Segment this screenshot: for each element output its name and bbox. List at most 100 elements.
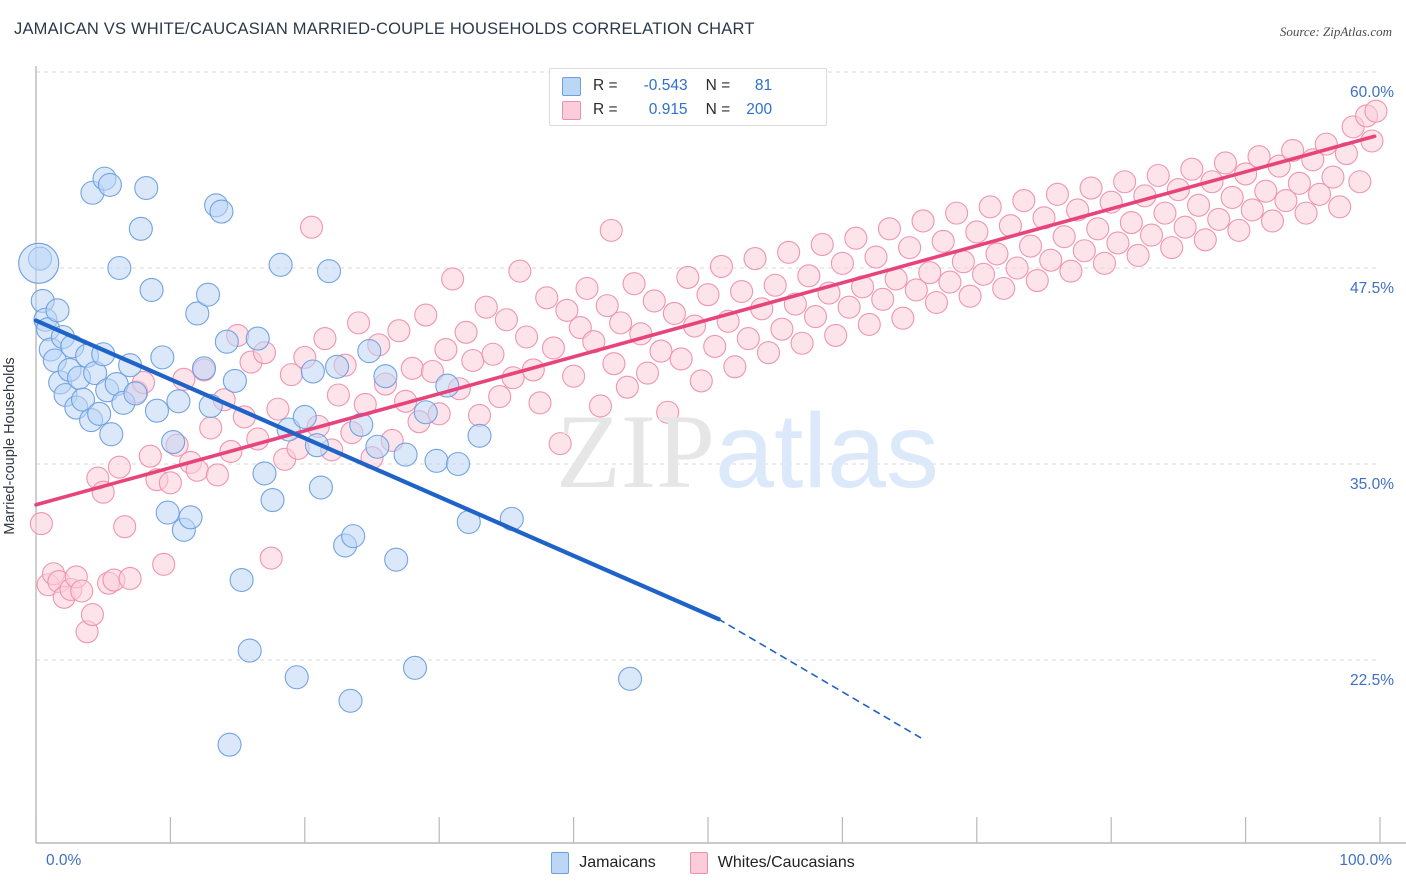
- data-point: [341, 524, 366, 549]
- data-point: [1092, 251, 1117, 275]
- data-point: [259, 546, 283, 570]
- data-point: [1072, 239, 1096, 263]
- data-point: [229, 567, 254, 593]
- page-title: JAMAICAN VS WHITE/CAUCASIAN MARRIED-COUP…: [14, 20, 755, 38]
- data-point: [548, 432, 572, 456]
- series-label-whites: Whites/Caucasians: [717, 854, 855, 871]
- series-label-jamaicans: Jamaicans: [579, 854, 656, 871]
- data-point: [1187, 193, 1211, 217]
- trendline-jamaicans-extrapolated: [717, 618, 923, 740]
- data-point: [245, 326, 270, 351]
- data-point: [588, 394, 613, 418]
- data-point: [349, 412, 374, 437]
- data-point: [649, 339, 673, 363]
- data-point: [891, 306, 915, 330]
- data-point: [978, 195, 1002, 219]
- data-point: [161, 429, 186, 455]
- data-point: [144, 398, 170, 423]
- data-point: [871, 287, 895, 311]
- data-point: [138, 444, 162, 468]
- data-point: [373, 364, 398, 389]
- data-point: [656, 400, 680, 424]
- data-point: [1364, 99, 1388, 123]
- data-point: [158, 471, 182, 495]
- data-point: [128, 216, 153, 241]
- data-point: [1227, 218, 1251, 242]
- data-point: [217, 732, 242, 757]
- data-point: [29, 512, 53, 536]
- data-point: [1260, 209, 1285, 233]
- data-point: [384, 547, 409, 572]
- data-point: [338, 688, 363, 713]
- data-point: [1153, 201, 1177, 225]
- data-point: [669, 347, 693, 371]
- data-point: [837, 295, 861, 319]
- data-point: [123, 381, 148, 406]
- data-point: [777, 240, 801, 264]
- series-points-whites-caucasians: [29, 99, 1388, 644]
- data-point: [99, 422, 124, 447]
- data-point: [575, 276, 599, 300]
- data-point: [107, 255, 132, 281]
- data-point: [1254, 179, 1278, 203]
- series-legend-item-jamaicans[interactable]: Jamaicans: [551, 852, 656, 874]
- data-point: [1126, 243, 1150, 268]
- data-point: [568, 316, 592, 340]
- data-point: [743, 247, 767, 271]
- data-point: [562, 364, 586, 388]
- data-point: [222, 368, 247, 393]
- data-point: [515, 325, 539, 349]
- data-point: [555, 298, 579, 322]
- data-point: [467, 403, 492, 427]
- data-point: [676, 265, 700, 289]
- data-point: [1045, 182, 1069, 206]
- data-point: [237, 638, 262, 663]
- data-point: [1039, 248, 1063, 272]
- data-point: [617, 666, 643, 691]
- data-point: [958, 284, 982, 308]
- n-value-pink: 200: [746, 101, 773, 118]
- data-point: [325, 354, 350, 379]
- legend-swatch-blue-icon: [562, 76, 581, 96]
- data-point: [1160, 236, 1184, 260]
- data-point: [1119, 210, 1143, 235]
- data-point: [790, 331, 814, 355]
- data-point: [260, 488, 285, 513]
- series-swatch-blue-icon: [551, 852, 570, 874]
- r-label-blue: R =: [593, 77, 618, 94]
- r-value-pink: 0.915: [648, 101, 688, 118]
- data-point: [945, 201, 969, 225]
- stat-row-whites: R = 0.915 N = 200: [562, 98, 816, 122]
- data-point: [642, 289, 666, 313]
- data-point: [150, 345, 175, 370]
- data-point: [347, 311, 371, 335]
- data-point: [134, 175, 159, 201]
- data-point: [709, 254, 733, 278]
- data-point: [1025, 268, 1049, 293]
- data-point: [635, 361, 660, 385]
- data-point: [763, 273, 787, 297]
- series-legend-item-whites[interactable]: Whites/Caucasians: [689, 852, 855, 874]
- data-point: [756, 341, 781, 365]
- data-point: [730, 279, 754, 304]
- data-point: [481, 342, 505, 366]
- data-point: [1180, 157, 1204, 181]
- data-point: [1294, 201, 1318, 225]
- data-point: [1274, 189, 1298, 213]
- stat-row-jamaicans: R = -0.543 N = 81: [562, 74, 816, 98]
- data-point: [615, 375, 639, 399]
- data-point: [400, 356, 424, 380]
- data-point: [857, 312, 881, 337]
- data-point: [1106, 231, 1130, 255]
- data-point: [1193, 228, 1217, 252]
- data-point: [420, 359, 445, 384]
- n-label-pink: N =: [705, 101, 731, 118]
- data-point: [488, 385, 512, 409]
- y-axis-tick-label: 60.0%: [1350, 84, 1394, 101]
- data-point: [898, 236, 922, 260]
- data-point: [195, 282, 221, 307]
- series-legend: Jamaicans Whites/Caucasians: [0, 852, 1406, 874]
- data-point: [595, 294, 619, 318]
- data-point: [1139, 223, 1164, 247]
- data-point: [214, 329, 239, 354]
